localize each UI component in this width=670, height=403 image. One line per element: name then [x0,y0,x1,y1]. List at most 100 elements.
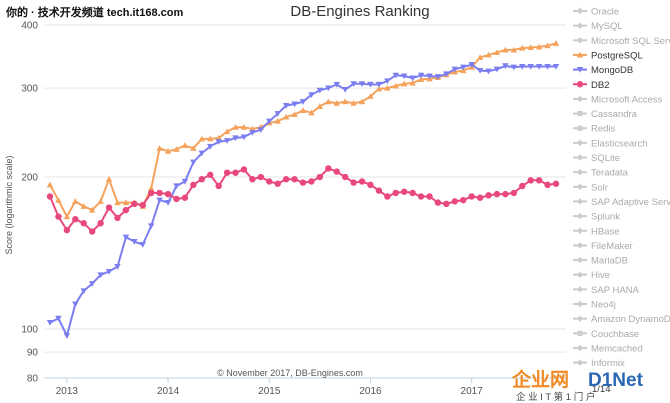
legend-marker [576,67,584,73]
legend-label: Microsoft SQL Server [591,36,670,47]
watermark-top-bg [0,4,212,20]
data-point-postgresql [80,203,87,209]
legend-item-cassandra[interactable]: Cassandra [573,109,638,120]
legend-item-solr[interactable]: Solr [573,182,608,193]
legend-item-teradata[interactable]: Teradata [573,168,629,179]
legend-label: Memcached [591,343,643,354]
legend-item-hbase[interactable]: HBase [573,226,620,237]
legend-label: FileMaker [591,241,633,252]
legend-marker [576,315,584,322]
data-point-postgresql [493,49,501,55]
data-point-db2 [308,178,315,185]
data-point-postgresql [341,98,349,105]
legend-pager[interactable]: 1/14 [592,384,611,395]
legend-item-sap-adaptive-server[interactable]: SAP Adaptive Server [573,197,670,208]
legend-label: SAP Adaptive Server [591,197,670,208]
data-point-postgresql [527,44,534,51]
data-point-db2 [257,173,265,181]
data-point-db2 [392,189,399,197]
legend-item-mysql[interactable]: MySQL [573,21,623,32]
data-point-mongodb [510,64,518,71]
data-point-postgresql [105,176,113,182]
data-point-postgresql [485,51,492,58]
data-point-db2 [384,193,391,200]
legend-label: Neo4j [591,300,616,311]
legend-item-neo4j[interactable]: Neo4j [573,300,616,311]
legend-item-splunk[interactable]: Splunk [573,212,620,223]
data-point-postgresql [510,46,518,53]
legend-label: SQLite [591,153,620,164]
data-point-postgresql [291,111,298,118]
legend-marker [576,271,584,278]
data-point-db2 [434,199,442,206]
legend-item-mongodb[interactable]: MongoDB [573,65,633,76]
legend-item-oracle[interactable]: Oracle [573,7,619,18]
data-point-db2 [156,189,163,197]
legend-item-microsoft-sql-server[interactable]: Microsoft SQL Server [573,36,670,47]
legend-item-sap-hana[interactable]: SAP HANA [573,285,640,296]
data-point-postgresql [325,98,332,105]
data-point-postgresql [367,93,374,99]
legend-item-couchbase[interactable]: Couchbase [573,329,639,340]
data-point-mongodb [156,197,163,204]
legend-marker [576,344,584,352]
legend-item-informix[interactable]: Informix [573,358,625,369]
legend-item-mariadb[interactable]: MariaDB [573,256,628,267]
data-point-postgresql [215,134,222,141]
legend-item-sqlite[interactable]: SQLite [573,153,620,164]
data-point-mongodb [139,241,146,248]
data-point-db2 [223,169,231,176]
data-point-db2 [375,187,383,194]
legend-item-amazon-dynamodb[interactable]: Amazon DynamoDB [573,314,670,325]
data-point-db2 [232,169,239,176]
legend-item-db2[interactable]: DB2 [573,80,609,91]
data-point-mongodb [46,320,54,326]
data-point-mongodb [527,63,534,70]
legend-item-microsoft-access[interactable]: Microsoft Access [573,94,663,105]
data-point-mongodb [443,71,450,78]
legend-item-elasticsearch[interactable]: Elasticsearch [573,138,648,149]
data-point-postgresql [350,100,357,106]
data-point-mongodb [341,87,349,93]
data-point-postgresql [417,76,425,83]
legend-item-memcached[interactable]: Memcached [573,343,643,354]
legend-item-filemaker[interactable]: FileMaker [573,241,633,252]
data-point-postgresql [299,107,307,113]
data-point-postgresql [384,84,391,91]
legend-marker [576,37,584,44]
data-point-mongodb [63,333,71,339]
data-point-postgresql [519,44,526,51]
data-point-postgresql [333,100,340,106]
legend-marker [576,81,584,88]
data-point-mongodb [88,281,96,287]
data-point-mongodb [190,159,197,166]
gridlines [44,24,566,379]
data-point-postgresql [240,124,248,130]
legend-label: MongoDB [591,65,633,76]
data-point-postgresql [148,185,155,191]
data-point-db2 [299,179,307,186]
data-point-mongodb [223,138,231,144]
data-point-db2 [55,213,62,220]
data-point-db2 [97,220,104,227]
legend-item-hive[interactable]: Hive [573,270,610,281]
legend-marker [577,110,583,117]
data-point-mongodb [131,239,138,245]
data-point-db2 [460,196,467,204]
data-point-db2 [443,200,450,208]
data-point-mongodb [552,63,560,70]
legend-item-postgresql[interactable]: PostgreSQL [573,50,643,61]
legend-item-redis[interactable]: Redis [573,124,616,135]
data-point-mongodb [122,234,130,241]
data-point-mongodb [333,81,340,88]
data-point-mongodb [274,111,281,117]
data-point-db2 [502,190,509,198]
data-point-mongodb [426,73,433,80]
data-point-mongodb [476,67,484,74]
data-point-mongodb [80,288,87,295]
data-point-db2 [198,176,205,183]
data-point-mongodb [350,81,357,87]
x-tick-label: 2016 [359,386,382,397]
x-axis: 2013 2014 2015 2016 2017 [56,378,483,397]
data-point-postgresql [476,54,484,61]
